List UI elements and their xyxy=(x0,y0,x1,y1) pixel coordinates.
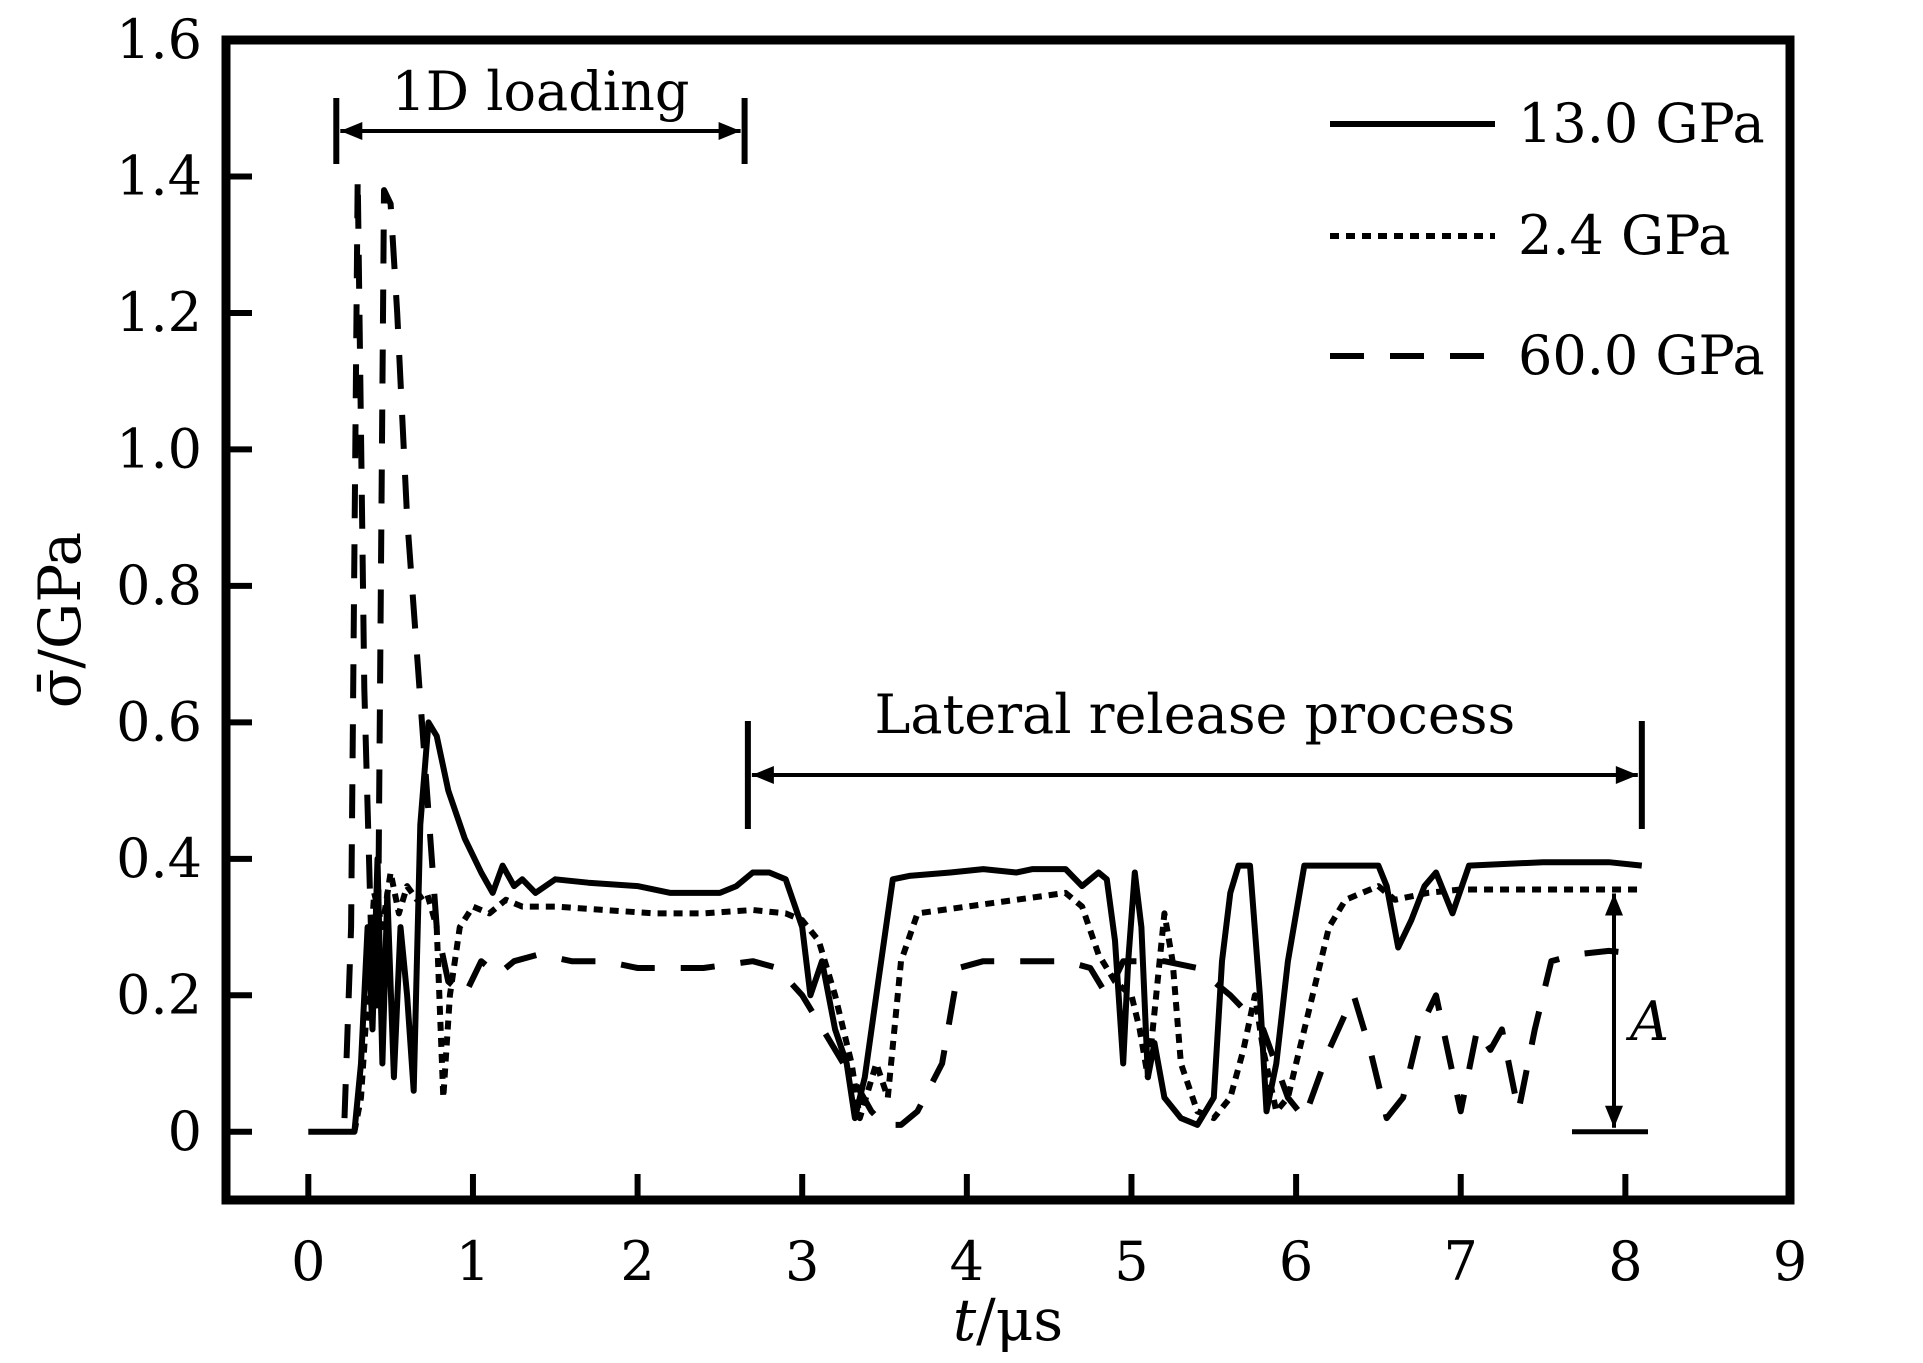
legend-label-2: 2.4 GPa xyxy=(1518,204,1730,267)
release-bracket-label: Lateral release process xyxy=(875,683,1516,746)
y-tick-label-0: 0 xyxy=(168,1100,202,1163)
series-line-1 xyxy=(308,719,1643,1135)
y-tick-label-1: 0.2 xyxy=(116,963,202,1026)
x-tick-label-6: 6 xyxy=(1279,1230,1313,1293)
y-tick-label-8: 1.6 xyxy=(116,8,202,71)
annotation-layer: 1D loading Lateral release process A xyxy=(333,60,1669,1135)
legend-label-1: 13.0 GPa xyxy=(1518,92,1765,155)
x-tick-label-3: 3 xyxy=(785,1230,819,1293)
x-tick-label-8: 8 xyxy=(1608,1230,1642,1293)
release-bracket-arrowhead-left xyxy=(751,766,774,784)
y-tick-label-5: 1.0 xyxy=(116,417,202,480)
amplitude-arrowhead-top xyxy=(1605,893,1623,916)
x-tick-label-1: 1 xyxy=(456,1230,490,1293)
y-axis-title: σ̄/GPa xyxy=(26,532,94,708)
x-tick-label-2: 2 xyxy=(620,1230,654,1293)
series-layer xyxy=(308,173,1643,1135)
release-bracket-arrowhead-right xyxy=(1615,766,1638,784)
amplitude-label: A xyxy=(1625,990,1669,1053)
y-tick-label-6: 1.2 xyxy=(116,281,202,344)
legend: 13.0 GPa 2.4 GPa 60.0 GPa xyxy=(1330,92,1765,387)
series-line-3 xyxy=(341,173,1643,1128)
loading-bracket-label: 1D loading xyxy=(391,60,689,123)
series-line-2 xyxy=(351,869,1642,1133)
x-tick-label-0: 0 xyxy=(291,1230,325,1293)
x-tick-label-5: 5 xyxy=(1114,1230,1148,1293)
amplitude-arrowhead-bottom xyxy=(1605,1105,1623,1128)
y-tick-label-3: 0.6 xyxy=(116,690,202,753)
legend-label-3: 60.0 GPa xyxy=(1518,324,1765,387)
tick-layer: 0 1 2 3 4 5 6 7 8 9 0 0.2 0.4 0.6 0.8 1.0 1.2 1.4 1.6 xyxy=(116,8,1807,1293)
x-axis-title-symbol: t xyxy=(953,1286,977,1354)
loading-bracket-arrowhead-right xyxy=(718,122,741,140)
y-tick-label-2: 0.4 xyxy=(116,827,202,890)
x-axis-title-unit: /μs xyxy=(976,1286,1063,1354)
plot-frame xyxy=(221,35,1795,1205)
y-tick-label-4: 0.8 xyxy=(116,554,202,617)
loading-bracket-arrowhead-left xyxy=(340,122,363,140)
x-tick-label-4: 4 xyxy=(950,1230,984,1293)
x-axis-title: t/μs xyxy=(953,1286,1063,1354)
x-tick-label-7: 7 xyxy=(1444,1230,1478,1293)
y-tick-label-7: 1.4 xyxy=(116,144,202,207)
x-tick-label-9: 9 xyxy=(1773,1230,1807,1293)
